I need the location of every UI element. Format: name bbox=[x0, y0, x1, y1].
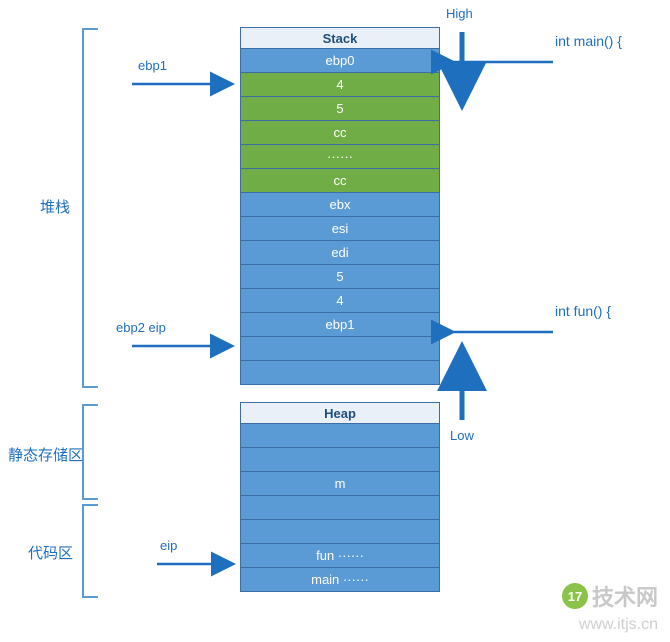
high-label: High bbox=[446, 6, 473, 21]
low-arrow-icon bbox=[450, 354, 474, 426]
stack-row: ebp0 bbox=[240, 48, 440, 73]
region-static-label: 静态存储区 bbox=[8, 444, 83, 465]
ebp1-arrow-icon bbox=[130, 74, 238, 94]
heap-row bbox=[240, 423, 440, 448]
stack-row: edi bbox=[240, 240, 440, 265]
stack-row: 4 bbox=[240, 288, 440, 313]
stack-block: Stack ebp0 4 5 cc ······ cc ebx esi edi … bbox=[240, 28, 440, 385]
heap-row bbox=[240, 519, 440, 544]
ebp2-arrow-icon bbox=[130, 336, 238, 356]
stack-row: cc bbox=[240, 168, 440, 193]
watermark-logo: 17 技术网 bbox=[562, 580, 658, 612]
watermark-url: www.itjs.cn bbox=[579, 616, 658, 634]
stack-row: 5 bbox=[240, 264, 440, 289]
bracket-code bbox=[82, 504, 84, 598]
watermark-text1: 技术网 bbox=[592, 580, 658, 612]
ebp2-eip-label: ebp2 eip bbox=[116, 320, 166, 335]
eip-arrow-icon bbox=[155, 554, 239, 574]
eip-label: eip bbox=[160, 538, 177, 553]
region-code-label: 代码区 bbox=[28, 542, 73, 563]
low-label: Low bbox=[450, 428, 474, 443]
fun-arrow-icon bbox=[445, 322, 555, 342]
stack-row bbox=[240, 360, 440, 385]
stack-row: 5 bbox=[240, 96, 440, 121]
ebp1-label: ebp1 bbox=[138, 58, 167, 73]
heap-row: main ······ bbox=[240, 567, 440, 592]
heap-row: fun ······ bbox=[240, 543, 440, 568]
region-stack-label: 堆栈 bbox=[40, 196, 70, 217]
heap-header: Heap bbox=[240, 402, 440, 424]
bracket-stack bbox=[82, 28, 84, 388]
heap-row bbox=[240, 447, 440, 472]
heap-block: Heap m fun ······ main ······ bbox=[240, 403, 440, 592]
heap-row: m bbox=[240, 471, 440, 496]
stack-header: Stack bbox=[240, 27, 440, 49]
main-arrow-icon bbox=[445, 52, 555, 72]
watermark-badge: 17 bbox=[562, 583, 588, 609]
stack-row: ······ bbox=[240, 144, 440, 169]
stack-row bbox=[240, 336, 440, 361]
heap-row bbox=[240, 495, 440, 520]
main-call-label: int main() { bbox=[555, 33, 622, 49]
stack-row: 4 bbox=[240, 72, 440, 97]
stack-row: ebx bbox=[240, 192, 440, 217]
fun-call-label: int fun() { bbox=[555, 303, 611, 319]
stack-row: cc bbox=[240, 120, 440, 145]
stack-row: esi bbox=[240, 216, 440, 241]
stack-row: ebp1 bbox=[240, 312, 440, 337]
